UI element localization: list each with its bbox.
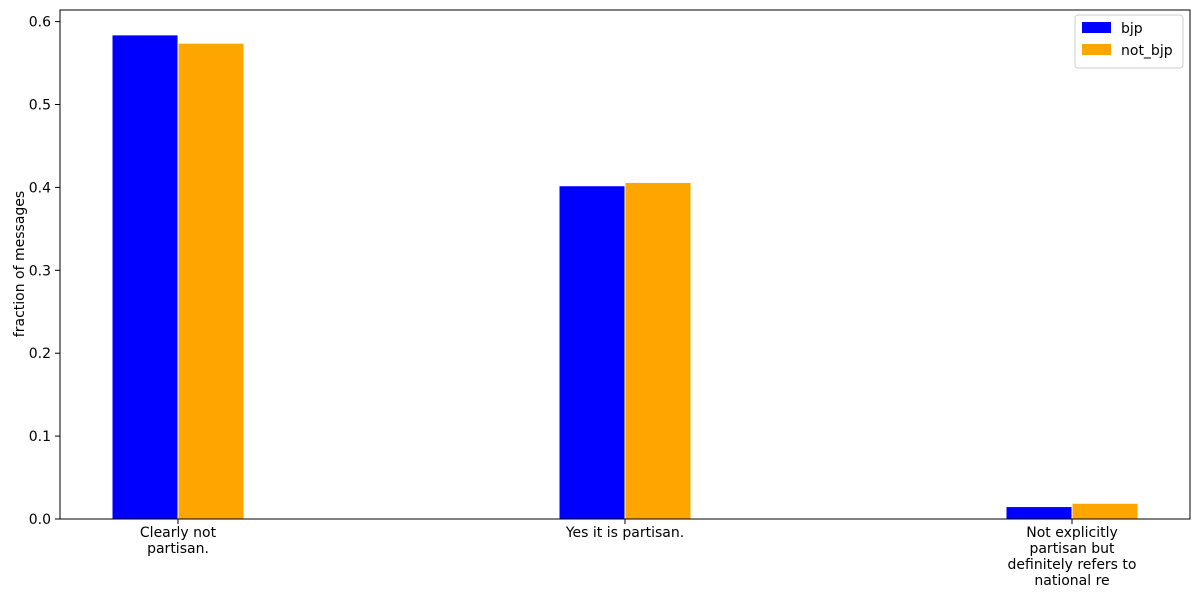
legend-label-bjp: bjp	[1121, 21, 1143, 37]
y-tick-label: 0.5	[29, 98, 51, 114]
bar-bjp-2	[1005, 506, 1073, 520]
bars-group	[111, 34, 1139, 520]
bar-bjp-0	[111, 34, 179, 520]
y-tick-label: 0.3	[29, 263, 51, 279]
legend-label-not_bjp: not_bjp	[1121, 43, 1173, 59]
bar-bjp-1	[558, 185, 626, 520]
y-axis-label: fraction of messages	[12, 191, 28, 337]
y-axis-ticks: 0.0 0.1 0.2 0.3 0.4 0.5 0.6	[29, 15, 60, 528]
plot-frame	[59, 9, 1191, 520]
bar-not_bjp-2	[1071, 502, 1139, 520]
bar-not_bjp-1	[624, 181, 692, 520]
y-tick-label: 0.1	[29, 429, 51, 445]
x-tick-label: Yes it is partisan.	[565, 525, 684, 541]
x-tick-label: Clearly not partisan.	[140, 525, 217, 557]
y-tick-label: 0.6	[29, 15, 51, 31]
legend: bjp not_bjp	[1074, 14, 1184, 69]
y-tick-label: 0.0	[29, 512, 51, 528]
x-axis-ticks: Clearly not partisan. Yes it is partisan. N…	[140, 519, 1137, 589]
legend-swatch-not_bjp	[1082, 44, 1111, 55]
y-tick-label: 0.4	[29, 180, 51, 196]
bar-not_bjp-0	[177, 42, 245, 520]
legend-swatch-bjp	[1082, 22, 1111, 33]
y-tick-label: 0.2	[29, 346, 51, 362]
x-tick-label: Not explicitly partisan but definitely ref…	[1008, 525, 1137, 589]
